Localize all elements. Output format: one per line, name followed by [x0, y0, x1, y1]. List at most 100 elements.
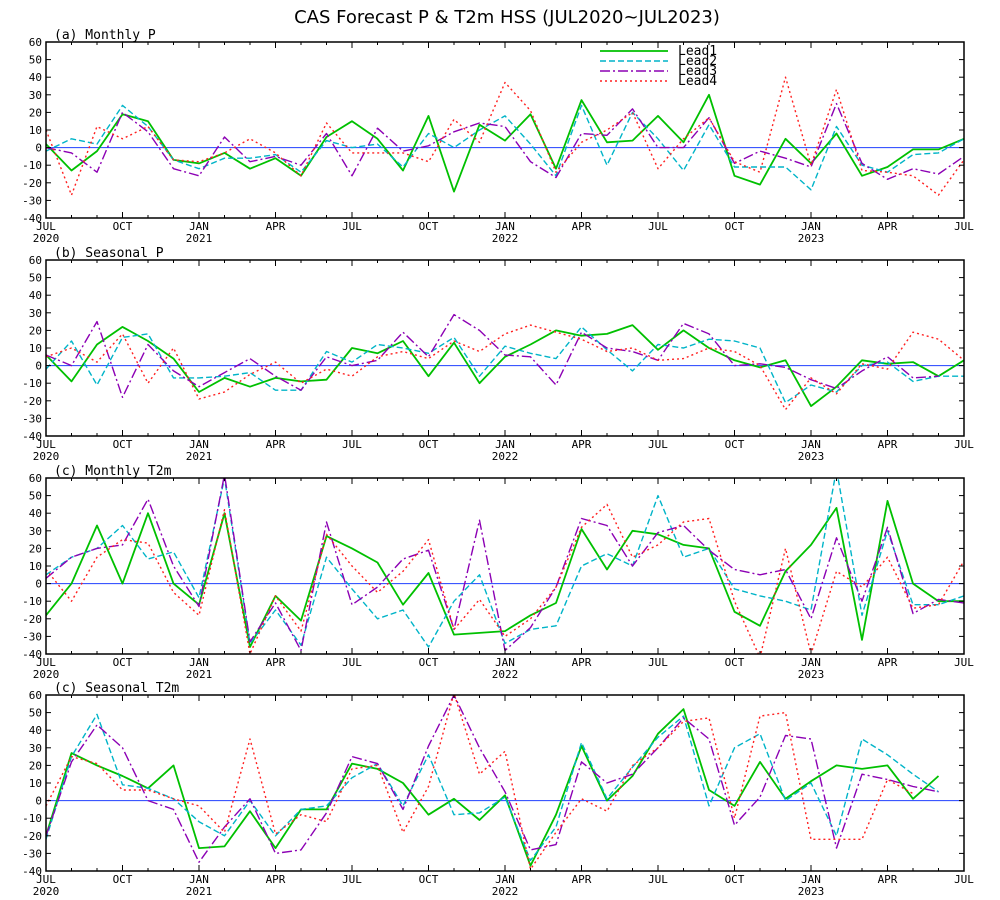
- y-tick-label: 50: [29, 707, 42, 720]
- y-tick-label: 30: [29, 89, 42, 102]
- series-line-lead1: [46, 324, 964, 407]
- x-tick-label: JAN: [189, 220, 209, 233]
- x-tick-label: JUL: [954, 656, 974, 669]
- x-tick-label: APR: [266, 438, 286, 451]
- y-tick-label: 20: [29, 759, 42, 772]
- x-tick-label: OCT: [419, 220, 439, 233]
- y-tick-label: 40: [29, 724, 42, 737]
- x-tick-label: JAN: [189, 438, 209, 451]
- x-tick-label: JUL: [648, 873, 668, 886]
- x-tick-label: OCT: [725, 438, 745, 451]
- plot-frame: [45, 259, 965, 437]
- y-tick-label: -30: [22, 412, 42, 425]
- x-year-label: 2021: [186, 232, 213, 245]
- series-line-lead2: [46, 478, 964, 648]
- y-tick-label: 50: [29, 54, 42, 67]
- series-group: [46, 695, 940, 870]
- y-tick-label: -40: [22, 430, 42, 443]
- x-tick-label: OCT: [725, 873, 745, 886]
- y-tick-label: 20: [29, 106, 42, 119]
- x-tick-label: JUL: [36, 656, 56, 669]
- panel-title: (c) Seasonal T2m: [54, 681, 179, 696]
- x-year-label: 2020: [33, 885, 60, 898]
- series-line-lead4: [46, 695, 914, 870]
- y-tick-label: -20: [22, 830, 42, 843]
- y-tick-label: 10: [29, 342, 42, 355]
- x-tick-label: JAN: [495, 220, 515, 233]
- x-year-label: 2020: [33, 668, 60, 681]
- y-tick-label: -10: [22, 595, 42, 608]
- x-tick-label: OCT: [419, 873, 439, 886]
- series-line-lead1: [46, 500, 964, 648]
- y-tick-label: 10: [29, 777, 42, 790]
- y-tick-label: 60: [29, 36, 42, 49]
- x-year-label: 2023: [798, 668, 825, 681]
- y-tick-label: 60: [29, 689, 42, 702]
- series-group: [46, 313, 964, 411]
- legend-label-lead3: Lead3: [678, 64, 717, 79]
- x-tick-label: JUL: [342, 873, 362, 886]
- series-line-lead4: [46, 324, 964, 411]
- panel-title: (b) Seasonal P: [54, 246, 164, 261]
- y-tick-label: 0: [35, 795, 42, 808]
- x-tick-label: JAN: [189, 873, 209, 886]
- series-line-lead1: [46, 708, 940, 867]
- x-tick-label: JUL: [342, 438, 362, 451]
- x-tick-label: JAN: [495, 656, 515, 669]
- y-tick-label: -40: [22, 865, 42, 878]
- x-tick-label: OCT: [419, 656, 439, 669]
- x-tick-label: OCT: [725, 220, 745, 233]
- x-year-label: 2023: [798, 885, 825, 898]
- x-tick-label: OCT: [113, 220, 133, 233]
- y-tick-label: 60: [29, 254, 42, 267]
- x-tick-label: JUL: [36, 873, 56, 886]
- x-year-label: 2021: [186, 450, 213, 463]
- y-tick-label: 50: [29, 490, 42, 503]
- x-year-label: 2023: [798, 232, 825, 245]
- y-tick-label: -20: [22, 177, 42, 190]
- y-tick-label: -20: [22, 395, 42, 408]
- x-tick-label: JAN: [801, 873, 821, 886]
- x-tick-label: APR: [266, 656, 286, 669]
- y-tick-label: 30: [29, 525, 42, 538]
- figure-title: CAS Forecast P & T2m HSS (JUL2020~JUL202…: [294, 7, 720, 28]
- series-line-lead2: [46, 326, 964, 404]
- y-tick-label: -10: [22, 159, 42, 172]
- y-tick-label: -10: [22, 812, 42, 825]
- y-tick-label: -40: [22, 212, 42, 225]
- x-year-label: 2023: [798, 450, 825, 463]
- x-tick-label: APR: [266, 873, 286, 886]
- x-tick-label: JAN: [801, 438, 821, 451]
- x-tick-label: APR: [572, 656, 592, 669]
- plot-frame: [45, 694, 965, 872]
- y-tick-label: -40: [22, 648, 42, 661]
- y-tick-label: -30: [22, 630, 42, 643]
- y-tick-label: 0: [35, 360, 42, 373]
- x-year-label: 2022: [492, 232, 519, 245]
- x-year-label: 2022: [492, 885, 519, 898]
- x-tick-label: JUL: [648, 438, 668, 451]
- x-tick-label: JUL: [954, 220, 974, 233]
- x-tick-label: JUL: [342, 656, 362, 669]
- legend-label-lead2: Lead2: [678, 54, 717, 69]
- x-tick-label: JAN: [189, 656, 209, 669]
- y-tick-label: 40: [29, 507, 42, 520]
- x-tick-label: OCT: [113, 438, 133, 451]
- series-line-lead1: [46, 93, 964, 193]
- y-tick-label: 0: [35, 142, 42, 155]
- x-tick-label: OCT: [725, 656, 745, 669]
- x-tick-label: OCT: [113, 873, 133, 886]
- legend-label-lead4: Lead4: [678, 74, 717, 89]
- x-tick-label: APR: [878, 438, 898, 451]
- y-tick-label: 60: [29, 472, 42, 485]
- y-tick-label: 10: [29, 560, 42, 573]
- panel-title: (a) Monthly P: [54, 28, 156, 43]
- x-tick-label: JUL: [954, 873, 974, 886]
